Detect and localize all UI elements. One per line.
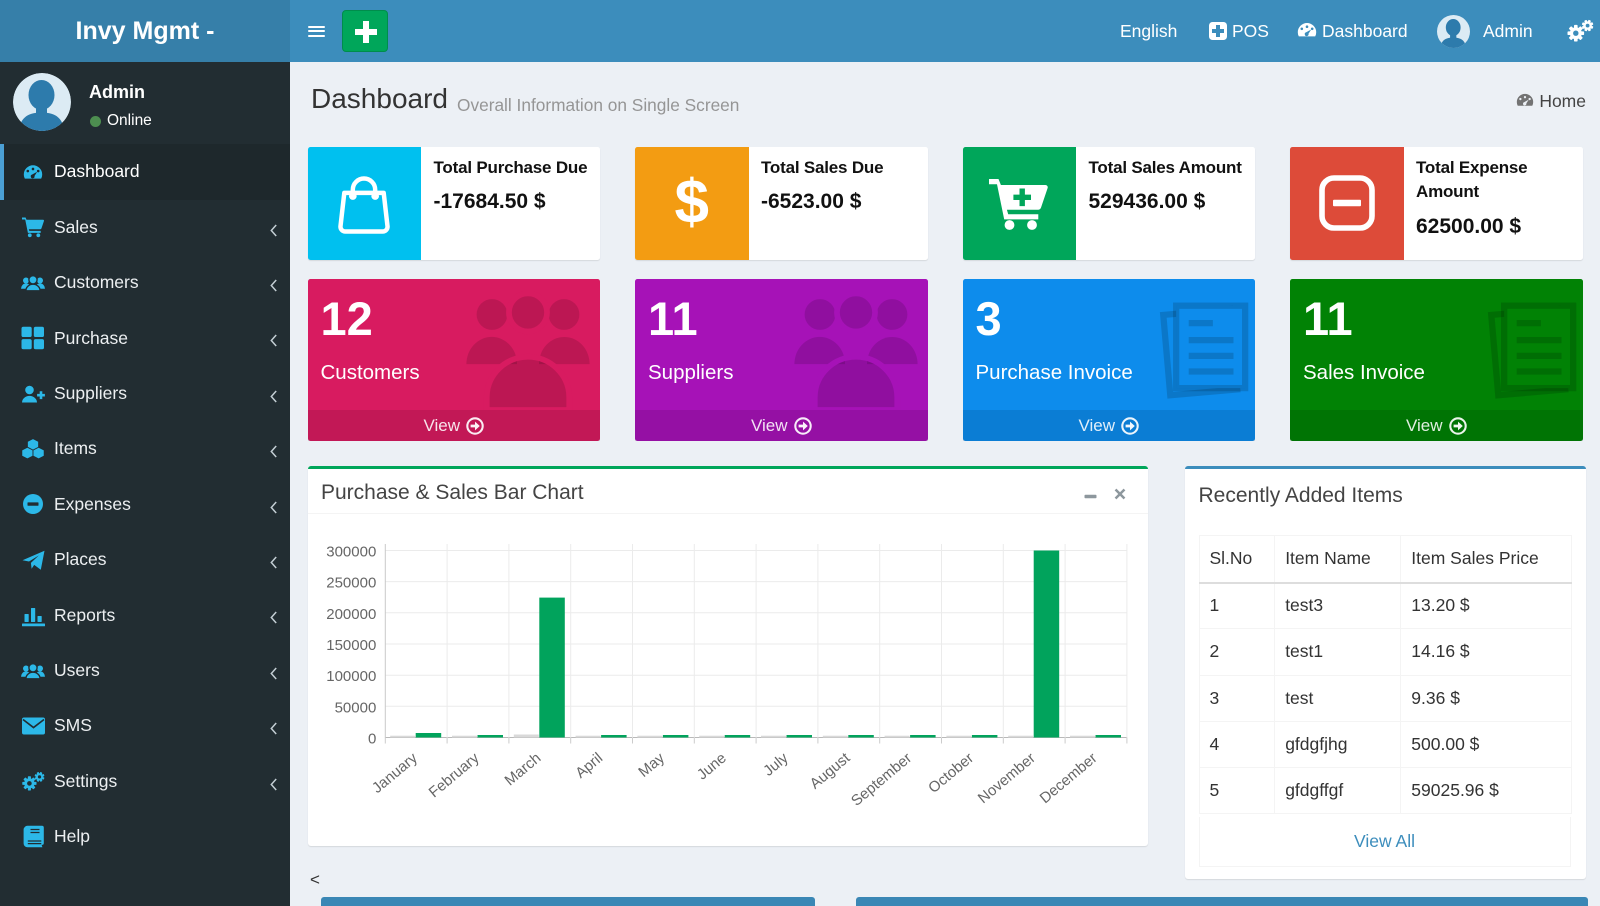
svg-text:April: April	[572, 750, 606, 782]
svg-text:100000: 100000	[326, 668, 376, 685]
svg-text:250000: 250000	[326, 575, 376, 592]
svg-text:50000: 50000	[335, 699, 377, 716]
svg-text:June: June	[694, 750, 730, 784]
svg-text:September: September	[848, 750, 915, 810]
svg-text:200000: 200000	[326, 606, 376, 623]
svg-text:November: November	[975, 750, 1039, 808]
svg-text:July: July	[760, 749, 792, 779]
svg-text:0: 0	[368, 731, 376, 748]
svg-text:February: February	[426, 749, 483, 801]
svg-text:May: May	[635, 749, 668, 781]
svg-text:January: January	[369, 749, 421, 797]
svg-text:December: December	[1037, 750, 1101, 808]
svg-text:300000: 300000	[326, 544, 376, 561]
svg-text:March: March	[502, 750, 545, 790]
svg-text:October: October	[925, 750, 977, 797]
svg-text:150000: 150000	[326, 637, 376, 654]
svg-text:August: August	[807, 749, 854, 793]
